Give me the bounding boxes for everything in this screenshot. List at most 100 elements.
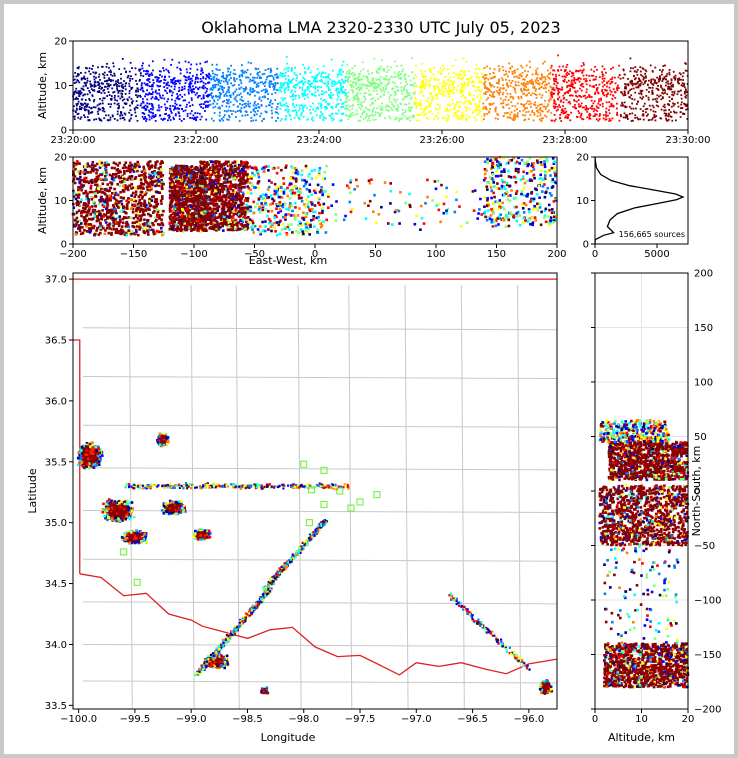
source-point (106, 189, 109, 192)
source-point (465, 61, 467, 63)
source-point (452, 87, 454, 89)
source-point (301, 80, 303, 82)
source-point (108, 194, 111, 197)
source-point (496, 82, 498, 84)
source-point (299, 118, 301, 120)
source-point (110, 117, 112, 119)
source-point (229, 74, 231, 76)
source-point (614, 77, 616, 79)
source-point (441, 90, 443, 92)
source-point (667, 115, 669, 117)
source-point (139, 199, 142, 202)
source-point (359, 107, 361, 109)
source-point (90, 108, 92, 110)
source-point (392, 88, 394, 90)
source-point (453, 92, 455, 94)
source-point (90, 83, 92, 85)
source-point (265, 81, 267, 83)
source-point (593, 110, 595, 112)
source-point (327, 75, 329, 77)
source-point (105, 86, 107, 88)
source-point (444, 82, 446, 84)
source-point (208, 104, 210, 106)
source-point (465, 117, 467, 119)
source-point (467, 85, 469, 87)
source-point (113, 205, 116, 208)
source-point (88, 119, 90, 121)
source-point (284, 69, 286, 71)
source-point (509, 114, 511, 116)
source-point (353, 99, 355, 101)
source-point (320, 75, 322, 77)
source-point (522, 114, 524, 116)
source-point (510, 101, 512, 103)
source-point (462, 86, 464, 88)
source-point (252, 77, 254, 79)
source-point (135, 74, 137, 76)
source-point (361, 84, 363, 86)
source-point (205, 83, 207, 85)
source-point (126, 234, 129, 237)
source-point (572, 106, 574, 108)
source-point (206, 90, 208, 92)
source-point (585, 105, 587, 107)
source-point (251, 91, 253, 93)
source-point (196, 63, 198, 65)
source-point (196, 116, 198, 118)
source-point (634, 117, 636, 119)
source-point (261, 120, 263, 122)
source-point (629, 89, 631, 91)
source-point (259, 82, 261, 84)
source-point (495, 107, 497, 109)
source-point (130, 217, 133, 220)
source-point (112, 80, 114, 82)
source-point (665, 75, 667, 77)
source-point (363, 101, 365, 103)
source-point (190, 64, 192, 66)
source-point (461, 115, 463, 117)
source-point (394, 99, 396, 101)
source-point (126, 103, 128, 105)
source-point (522, 104, 524, 106)
source-point (291, 90, 293, 92)
source-point (557, 55, 559, 57)
source-point (556, 85, 558, 87)
source-point (502, 69, 504, 71)
source-point (121, 115, 123, 117)
source-point (283, 104, 285, 106)
source-point (580, 105, 582, 107)
source-point (266, 111, 268, 113)
source-point (291, 79, 293, 81)
source-point (374, 84, 376, 86)
source-point (226, 111, 228, 113)
source-point (448, 86, 450, 88)
source-point (405, 81, 407, 83)
source-point (233, 92, 235, 94)
source-point (102, 183, 105, 186)
source-point (394, 91, 396, 93)
source-point (450, 77, 452, 79)
source-point (591, 75, 593, 77)
source-point (212, 73, 214, 75)
source-point (307, 80, 309, 82)
source-point (76, 92, 78, 94)
source-point (520, 88, 522, 90)
source-point (519, 77, 521, 79)
source-point (464, 106, 466, 108)
source-point (583, 78, 585, 80)
source-point (284, 92, 286, 94)
source-point (219, 82, 221, 84)
source-point (555, 74, 557, 76)
source-point (490, 78, 492, 80)
source-point (489, 103, 491, 105)
source-point (473, 85, 475, 87)
source-point (661, 74, 663, 76)
source-point (122, 206, 125, 209)
source-point (315, 87, 317, 89)
source-point (80, 184, 83, 187)
source-point (331, 113, 333, 115)
source-point (226, 91, 228, 93)
source-point (194, 83, 196, 85)
source-point (184, 94, 186, 96)
source-point (219, 119, 221, 121)
